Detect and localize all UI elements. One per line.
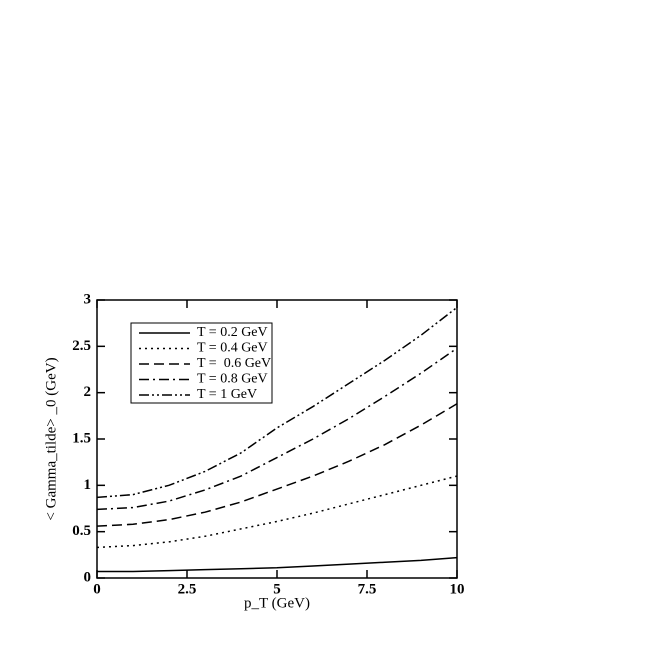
x-axis-label: p_T (GeV) — [244, 595, 310, 611]
legend-box — [130, 322, 273, 404]
y-tick-label: 0.5 — [72, 523, 91, 539]
y-tick-label: 1 — [84, 477, 92, 493]
legend-label: T = 0.4 GeV — [197, 341, 268, 356]
x-tick-label: 10 — [450, 581, 465, 597]
x-tick-label: 2.5 — [178, 581, 197, 597]
y-tick-label: 2.5 — [72, 338, 91, 354]
series-line — [96, 403, 458, 527]
y-tick-label: 3 — [84, 291, 92, 307]
legend-label: T = 0.8 GeV — [197, 372, 268, 387]
legend-label: T = 1 GeV — [197, 387, 257, 402]
series-line — [96, 306, 458, 499]
y-tick-label: 0 — [84, 569, 92, 585]
legend-label: T = 0.6 GeV — [197, 356, 271, 371]
x-tick-label: 0 — [93, 581, 101, 597]
series-line — [96, 347, 458, 511]
y-axis-label: < Gamma_tilde> _0 (GeV) — [43, 357, 59, 520]
series-line — [96, 475, 458, 549]
x-tick-label: 5 — [273, 581, 281, 597]
y-tick-label: 2 — [84, 384, 92, 400]
y-tick-label: 1.5 — [72, 430, 91, 446]
series-line — [97, 556, 458, 573]
legend-label: T = 0.2 GeV — [197, 325, 268, 340]
x-tick-label: 7.5 — [358, 581, 377, 597]
